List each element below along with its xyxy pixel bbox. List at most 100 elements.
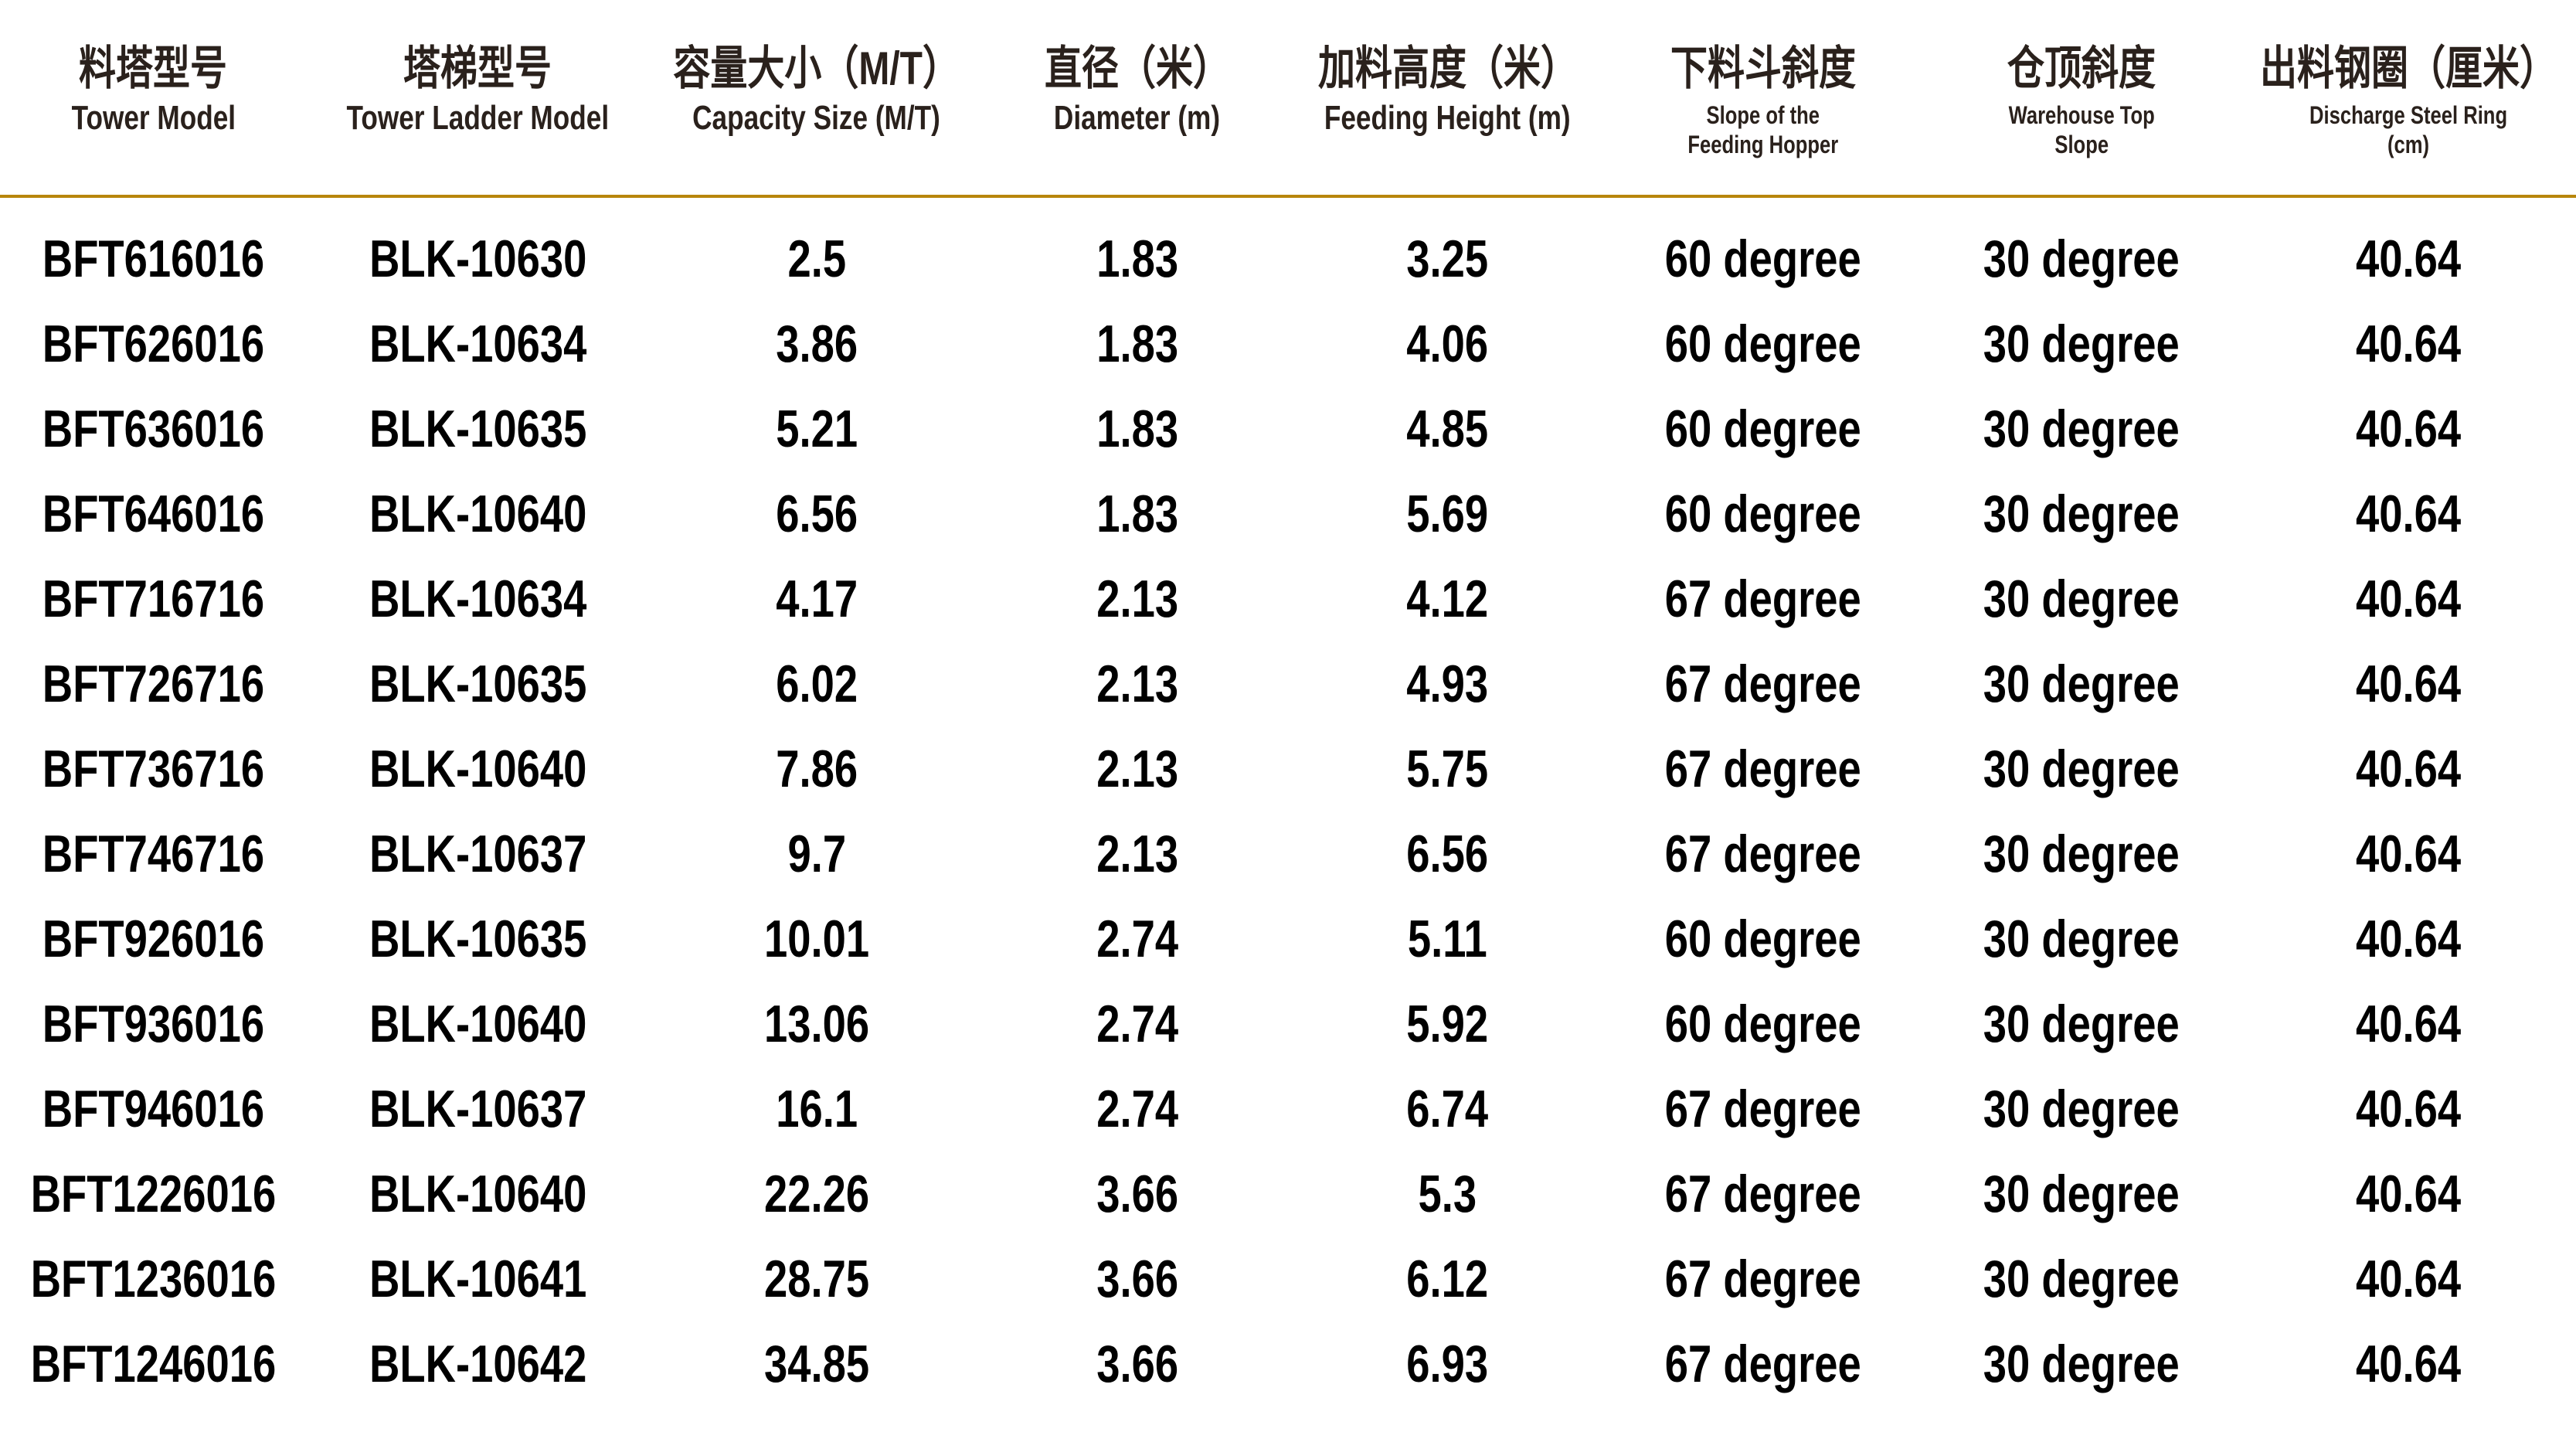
cell-feeding-height: 5.75 — [1290, 739, 1605, 799]
cell-feeding-height: 6.74 — [1290, 1079, 1605, 1139]
cell-diameter: 1.83 — [984, 314, 1291, 374]
cell-value: BLK-10641 — [369, 1250, 587, 1308]
cell-value: 6.56 — [1406, 825, 1489, 883]
cell-value: 5.69 — [1406, 485, 1489, 543]
cell-capacity-size: 10.01 — [649, 909, 984, 969]
cell-discharge-steel-ring: 40.64 — [2241, 1249, 2576, 1309]
cell-warehouse-top-slope: 30 degree — [1922, 484, 2241, 544]
column-header-en: Discharge Steel Ring (cm) — [2309, 101, 2508, 158]
table-row: BFT926016 BLK-10635 10.01 2.74 5.11 60 degree… — [0, 896, 2576, 981]
column-header-tower-ladder-model: 塔梯型号 Tower Ladder Model — [307, 43, 649, 195]
cell-hopper-slope: 60 degree — [1605, 399, 1922, 459]
cell-capacity-size: 5.21 — [649, 399, 984, 459]
cell-value: 4.93 — [1406, 655, 1489, 713]
cell-hopper-slope: 67 degree — [1605, 1249, 1922, 1309]
cell-value: 34.85 — [763, 1335, 869, 1393]
cell-discharge-steel-ring: 40.64 — [2241, 1334, 2576, 1394]
table-row: BFT626016 BLK-10634 3.86 1.83 4.06 60 degree 3… — [0, 301, 2576, 386]
cell-value: 67 degree — [1665, 740, 1862, 798]
cell-value: 22.26 — [763, 1165, 869, 1223]
cell-value: 60 degree — [1665, 910, 1862, 968]
cell-capacity-size: 2.5 — [649, 229, 984, 289]
cell-warehouse-top-slope: 30 degree — [1922, 994, 2241, 1054]
cell-feeding-height: 4.93 — [1290, 654, 1605, 714]
cell-diameter: 1.83 — [984, 399, 1291, 459]
cell-tower-ladder-model: BLK-10630 — [307, 229, 649, 289]
cell-value: 67 degree — [1665, 1335, 1862, 1393]
cell-value: 13.06 — [763, 995, 869, 1053]
cell-value: BFT626016 — [42, 315, 264, 373]
cell-value: BFT926016 — [42, 910, 264, 968]
cell-tower-model: BFT736716 — [0, 739, 307, 799]
cell-value: BLK-10640 — [369, 485, 587, 543]
cell-value: BFT1226016 — [30, 1165, 277, 1223]
column-header-en: Tower Ladder Model — [346, 99, 610, 137]
cell-tower-ladder-model: BLK-10635 — [307, 399, 649, 459]
cell-value: 30 degree — [1983, 825, 2180, 883]
cell-value: BFT616016 — [42, 230, 264, 288]
cell-warehouse-top-slope: 30 degree — [1922, 399, 2241, 459]
cell-value: BLK-10634 — [369, 570, 587, 628]
cell-tower-ladder-model: BLK-10640 — [307, 994, 649, 1054]
cell-value: 2.13 — [1096, 570, 1178, 628]
cell-diameter: 2.13 — [984, 654, 1291, 714]
cell-value: 3.66 — [1096, 1335, 1178, 1393]
cell-value: 30 degree — [1983, 740, 2180, 798]
cell-diameter: 3.66 — [984, 1164, 1291, 1224]
cell-tower-model: BFT626016 — [0, 314, 307, 374]
cell-value: 2.13 — [1096, 655, 1178, 713]
cell-value: 2.13 — [1096, 740, 1178, 798]
cell-hopper-slope: 67 degree — [1605, 824, 1922, 884]
table-row: BFT636016 BLK-10635 5.21 1.83 4.85 60 degree 3… — [0, 386, 2576, 471]
column-header-zh: 下料斗斜度 — [1670, 43, 1857, 94]
cell-value: BLK-10635 — [369, 400, 587, 458]
cell-tower-model: BFT1226016 — [0, 1164, 307, 1224]
cell-value: BLK-10637 — [369, 1080, 587, 1138]
cell-warehouse-top-slope: 30 degree — [1922, 909, 2241, 969]
cell-value: BLK-10634 — [369, 315, 587, 373]
cell-capacity-size: 22.26 — [649, 1164, 984, 1224]
cell-value: 40.64 — [2356, 1335, 2462, 1393]
cell-value: 30 degree — [1983, 1250, 2180, 1308]
column-header-tower-model: 料塔型号 Tower Model — [0, 43, 307, 195]
cell-value: 40.64 — [2356, 315, 2462, 373]
cell-value: 2.74 — [1096, 1080, 1178, 1138]
cell-value: 30 degree — [1983, 315, 2180, 373]
cell-value: 40.64 — [2356, 910, 2462, 968]
column-header-en: Slope of the Feeding Hopper — [1687, 101, 1839, 158]
cell-tower-model: BFT646016 — [0, 484, 307, 544]
cell-feeding-height: 5.11 — [1290, 909, 1605, 969]
cell-warehouse-top-slope: 30 degree — [1922, 654, 2241, 714]
table-row: BFT1236016 BLK-10641 28.75 3.66 6.12 67 degre… — [0, 1236, 2576, 1321]
cell-value: 7.86 — [775, 740, 858, 798]
cell-capacity-size: 6.02 — [649, 654, 984, 714]
column-header-zh: 出料钢圈（厘米） — [2260, 43, 2557, 94]
cell-feeding-height: 5.69 — [1290, 484, 1605, 544]
cell-discharge-steel-ring: 40.64 — [2241, 909, 2576, 969]
cell-feeding-height: 6.93 — [1290, 1334, 1605, 1394]
cell-value: 67 degree — [1665, 1250, 1862, 1308]
cell-hopper-slope: 60 degree — [1605, 909, 1922, 969]
cell-value: 5.75 — [1406, 740, 1489, 798]
cell-feeding-height: 4.85 — [1290, 399, 1605, 459]
cell-value: 2.13 — [1096, 825, 1178, 883]
cell-value: BLK-10642 — [369, 1335, 587, 1393]
cell-value: 67 degree — [1665, 825, 1862, 883]
cell-value: 40.64 — [2356, 485, 2462, 543]
cell-diameter: 1.83 — [984, 484, 1291, 544]
cell-discharge-steel-ring: 40.64 — [2241, 824, 2576, 884]
column-header-en: Tower Model — [71, 99, 236, 137]
cell-hopper-slope: 60 degree — [1605, 229, 1922, 289]
cell-warehouse-top-slope: 30 degree — [1922, 1334, 2241, 1394]
column-header-en: Capacity Size (M/T) — [692, 99, 941, 137]
cell-value: 1.83 — [1096, 315, 1178, 373]
cell-tower-ladder-model: BLK-10635 — [307, 909, 649, 969]
table-row: BFT736716 BLK-10640 7.86 2.13 5.75 67 degree 3… — [0, 726, 2576, 811]
cell-tower-model: BFT1236016 — [0, 1249, 307, 1309]
column-header-zh: 塔梯型号 — [403, 43, 552, 94]
column-header-capacity-size: 容量大小（M/T） Capacity Size (M/T) — [649, 43, 984, 195]
cell-tower-ladder-model: BLK-10640 — [307, 1164, 649, 1224]
cell-tower-model: BFT1246016 — [0, 1334, 307, 1394]
cell-value: BFT1246016 — [30, 1335, 277, 1393]
